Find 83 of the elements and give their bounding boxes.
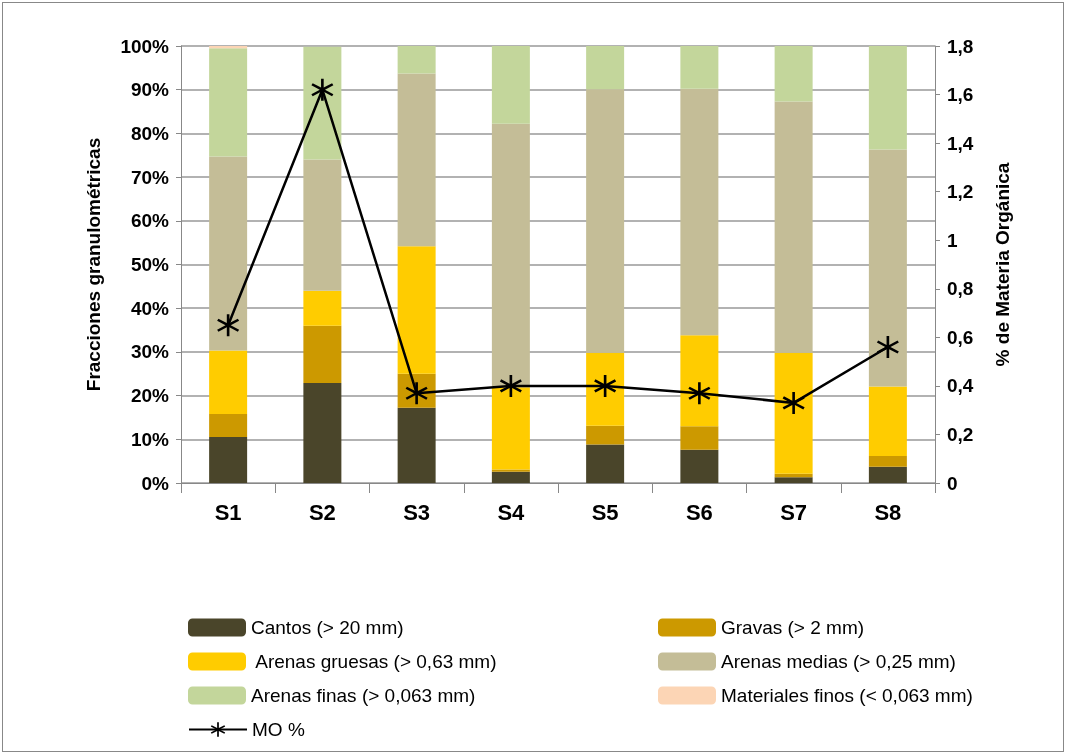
bar — [397, 246, 436, 374]
bar — [303, 290, 342, 326]
legend-label: Arenas medias (> 0,25 mm) — [721, 651, 956, 672]
bar — [303, 382, 342, 483]
bar — [586, 444, 625, 483]
bar — [774, 46, 813, 102]
y-tick-label: 20% — [130, 385, 170, 407]
y-tick-label: 0% — [141, 472, 170, 494]
y-tick-label: 40% — [130, 297, 170, 319]
x-tick-label: S1 — [214, 499, 242, 525]
y-tick-label: 10% — [130, 428, 170, 450]
bar — [491, 471, 530, 483]
y-tick-label: 70% — [130, 166, 170, 188]
bar — [397, 407, 436, 483]
bar — [680, 46, 719, 89]
bar — [774, 101, 813, 353]
y2-tick-label: 1,2 — [947, 181, 974, 203]
y2-axis-title: % de Materia Orgánica — [992, 162, 1013, 367]
bar — [397, 46, 436, 74]
bar — [680, 426, 719, 450]
bar — [491, 123, 530, 388]
x-tick-label: S6 — [685, 499, 713, 525]
x-tick-label: S7 — [780, 499, 808, 525]
legend-label: Cantos (> 20 mm) — [251, 617, 404, 638]
bar — [868, 455, 907, 467]
bar — [491, 469, 530, 472]
y2-tick-label: 0,2 — [947, 423, 974, 445]
bar — [209, 156, 248, 351]
y-tick-label: 50% — [130, 254, 170, 275]
y2-tick-label: 1,8 — [947, 35, 974, 57]
y2-tick-label: 1,6 — [947, 84, 974, 106]
bar — [303, 46, 342, 160]
y-tick-label: 100% — [120, 35, 170, 57]
bar — [586, 425, 625, 445]
bar — [397, 73, 436, 247]
y2-tick-label: 1 — [947, 229, 958, 251]
bar — [680, 449, 719, 483]
legend-label: Gravas (> 2 mm) — [721, 617, 865, 638]
point — [311, 78, 334, 101]
x-tick-label: S3 — [403, 499, 431, 525]
bar — [586, 352, 625, 426]
legend-label: Materiales finos (< 0,063 mm) — [721, 685, 973, 706]
bar — [586, 89, 625, 353]
bar — [209, 413, 248, 438]
y2-tick-label: 0,4 — [947, 375, 974, 397]
bar — [209, 48, 248, 157]
y-tick-label: 80% — [130, 122, 170, 144]
point — [782, 391, 805, 414]
y-tick-label: 30% — [130, 341, 170, 363]
bar — [303, 159, 342, 291]
bar — [774, 352, 813, 474]
point — [688, 382, 711, 405]
legend-label: Arenas gruesas (> 0,63 mm) — [251, 651, 497, 672]
bar — [868, 466, 907, 483]
bar — [491, 387, 530, 470]
point — [876, 336, 899, 359]
bar — [680, 88, 719, 336]
y2-tick-label: 0,8 — [947, 278, 974, 300]
point — [217, 314, 240, 337]
x-tick-label: S4 — [497, 499, 526, 525]
bar — [303, 325, 342, 383]
y2-tick-label: 1,4 — [947, 132, 974, 154]
y-axis-title: Fracciones granulométricas — [83, 137, 104, 392]
x-tick-label: S2 — [308, 499, 336, 525]
y2-tick-label: 0,6 — [947, 326, 974, 348]
x-tick-label: S8 — [874, 499, 902, 525]
bar — [868, 149, 907, 387]
bar — [680, 335, 719, 427]
x-tick-label: S5 — [591, 499, 619, 525]
point — [499, 374, 522, 397]
legend-label: Arenas finas (> 0,063 mm) — [251, 685, 476, 706]
y-tick-label: 60% — [130, 210, 170, 232]
bar — [586, 46, 625, 90]
bar — [774, 477, 813, 483]
bar — [491, 46, 530, 124]
bar — [868, 386, 907, 456]
bar — [209, 350, 248, 414]
bar — [868, 46, 907, 150]
legend-label: MO % — [252, 719, 305, 740]
bar — [209, 46, 248, 49]
y-tick-label: 90% — [130, 79, 170, 101]
bar — [209, 437, 248, 483]
y2-tick-label: 0 — [947, 472, 958, 494]
